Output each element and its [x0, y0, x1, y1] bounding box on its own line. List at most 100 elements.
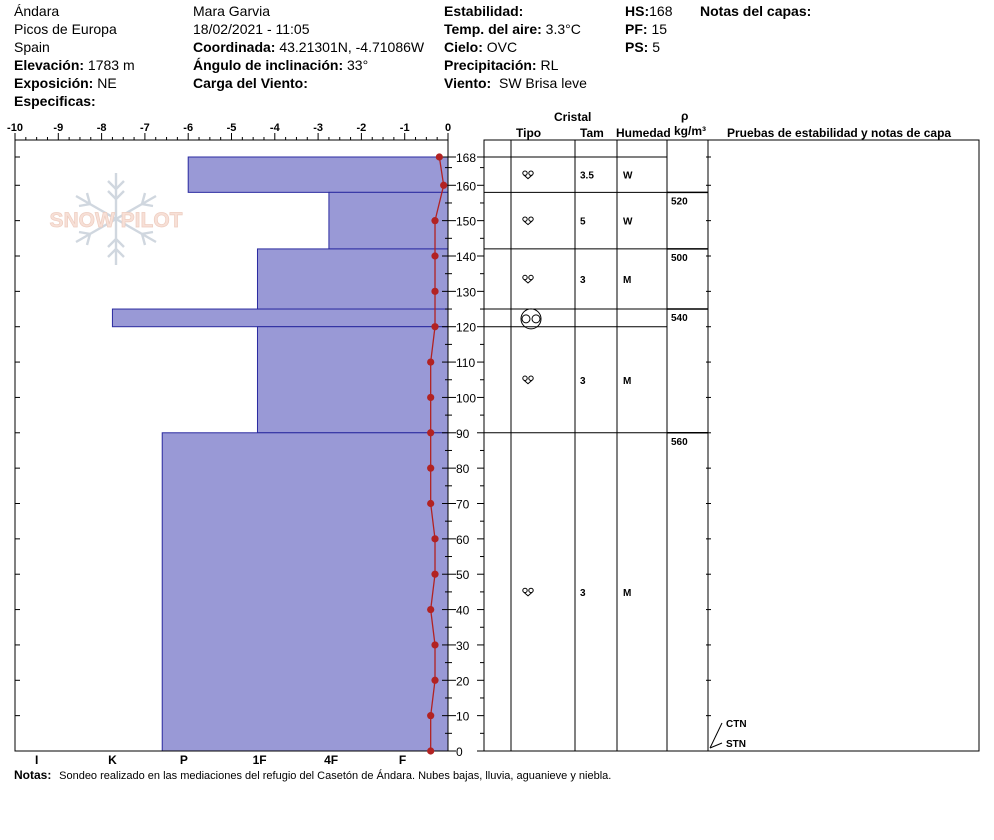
- height-tick-label: 10: [456, 710, 470, 724]
- notes: Notas: Sondeo realizado en las mediacion…: [14, 766, 611, 785]
- aspect-label: Exposición:: [14, 75, 94, 91]
- slope: Ángulo de inclinación: 33°: [193, 57, 368, 74]
- temperature-profile: [427, 153, 448, 755]
- coord-value: 43.21301N, -4.71086W: [279, 39, 425, 55]
- temperature-point: [431, 217, 439, 225]
- temp-tick-label: -3: [313, 122, 323, 134]
- temperature-point: [427, 712, 435, 720]
- wind-value: SW Brisa leve: [498, 75, 587, 91]
- height-tick-label: 20: [456, 674, 470, 688]
- temp-tick-label: -10: [7, 122, 23, 134]
- grain-symbol-rounding-faceted: [522, 170, 528, 176]
- temperature-point: [427, 464, 435, 472]
- height-tick-label: 60: [456, 533, 470, 547]
- country: Spain: [14, 39, 50, 55]
- elevation: Elevación: 1783 m: [14, 57, 135, 74]
- layer-moisture: M: [623, 588, 631, 599]
- wind: Viento: SW Brisa leve: [444, 75, 587, 92]
- temperature-point: [427, 747, 435, 755]
- ps: PS: 5: [625, 39, 660, 56]
- density-value: 500: [671, 253, 688, 264]
- density-value: 560: [671, 437, 688, 448]
- layer-moisture: W: [623, 217, 633, 228]
- density-value: 540: [671, 313, 688, 324]
- datetime: 18/02/2021 - 11:05: [193, 21, 310, 37]
- temperature-point: [427, 429, 435, 437]
- grain-symbol-melt-freeze: [521, 314, 531, 324]
- height-tick-label: 90: [456, 427, 470, 441]
- grain-symbol-rounding-faceted: [528, 375, 534, 381]
- layer-moisture: M: [623, 275, 631, 286]
- layer-size: 3: [580, 275, 586, 286]
- coordinates: Coordinada: 43.21301N, -4.71086W: [193, 39, 424, 56]
- grain-symbol-melt-freeze: [531, 314, 541, 324]
- temp-tick-label: -8: [97, 122, 107, 134]
- precip-label: Precipitación:: [444, 57, 537, 73]
- grain-symbol-rounding-faceted: [523, 592, 533, 597]
- hardness-label: F: [399, 753, 406, 767]
- height-tick-label: 110: [456, 356, 475, 370]
- height-tick-label: 130: [456, 285, 476, 299]
- temperature-point: [427, 499, 435, 508]
- height-tick-label: 80: [456, 462, 470, 476]
- height-tick-label: 150: [456, 215, 476, 229]
- density-unit-header: kg/m³: [674, 124, 707, 138]
- sky: Cielo: OVC: [444, 39, 517, 56]
- grain-symbol-rounding-faceted: [522, 375, 528, 381]
- hs-label: HS:: [625, 3, 650, 19]
- hardness-bar: [328, 191, 449, 250]
- notes-label: Notas:: [14, 768, 52, 782]
- height-tick-label: 140: [456, 250, 476, 264]
- wind-label: Viento:: [444, 75, 492, 91]
- slope-label: Ángulo de inclinación:: [193, 57, 344, 73]
- grain-symbol-rounding-faceted: [522, 587, 528, 594]
- grain-symbol-melt-freeze: [520, 308, 542, 330]
- height-tick-label: 30: [456, 639, 470, 653]
- height-tick-label: 50: [456, 568, 470, 582]
- stability-label: Estabilidad:: [444, 3, 524, 19]
- layer-size: 3: [580, 588, 586, 599]
- grain-symbol-rounding-faceted: [523, 279, 533, 284]
- hardness-bar: [256, 326, 449, 434]
- temperature-point: [431, 676, 439, 684]
- chart-axes: -10 -9 -8 -7 -6 -5 -4 -3 -2 -1 0I K P 1F 4F F0102030405…: [7, 122, 711, 767]
- temp-tick-label: -4: [270, 122, 281, 134]
- grain-symbol-rounding-faceted: [523, 174, 533, 180]
- height-tick-label: 40: [456, 604, 470, 618]
- precipitation: Precipitación: RL: [444, 57, 558, 74]
- sky-value: OVC: [486, 39, 518, 55]
- layer-notes-label: Notas del capas:: [700, 3, 812, 19]
- location: Ándara: [14, 3, 60, 19]
- moisture-header: Humedad: [616, 126, 671, 140]
- hardness-label: 1F: [253, 753, 267, 767]
- layer-size: 5: [580, 217, 586, 228]
- height-tick-label: 100: [456, 391, 476, 405]
- density-value: 520: [671, 196, 688, 207]
- layer-size: 3.5: [580, 171, 594, 182]
- temperature-point: [431, 287, 439, 295]
- temperature-point: [431, 252, 439, 260]
- air-temp-value: 3.3°C: [545, 21, 581, 37]
- air-temp-label: Temp. del aire:: [444, 21, 542, 37]
- sky-label: Cielo:: [444, 39, 483, 55]
- hardness-bar: [256, 248, 449, 310]
- hardness-bars: [111, 156, 449, 752]
- height-tick-label: 120: [456, 321, 476, 335]
- hardness-label: K: [108, 753, 117, 767]
- pf-value: 15: [651, 21, 668, 37]
- ps-value: 5: [652, 39, 661, 55]
- precip-value: RL: [540, 57, 559, 73]
- stability-test-pointer: [709, 722, 723, 749]
- temperature-point: [435, 153, 443, 161]
- pf-label: PF:: [625, 21, 648, 37]
- specifics-label: Especificas:: [14, 93, 96, 109]
- temperature-point: [431, 641, 439, 649]
- hardness-bar: [111, 308, 449, 328]
- hardness-label: P: [180, 753, 188, 767]
- hardness-label: 4F: [324, 753, 338, 767]
- temp-tick-label: -5: [227, 122, 237, 134]
- hardness-bar: [187, 156, 449, 193]
- hs: HS:168: [625, 3, 672, 20]
- temperature-point: [431, 323, 439, 331]
- grain-symbol-rounding-faceted: [528, 216, 534, 222]
